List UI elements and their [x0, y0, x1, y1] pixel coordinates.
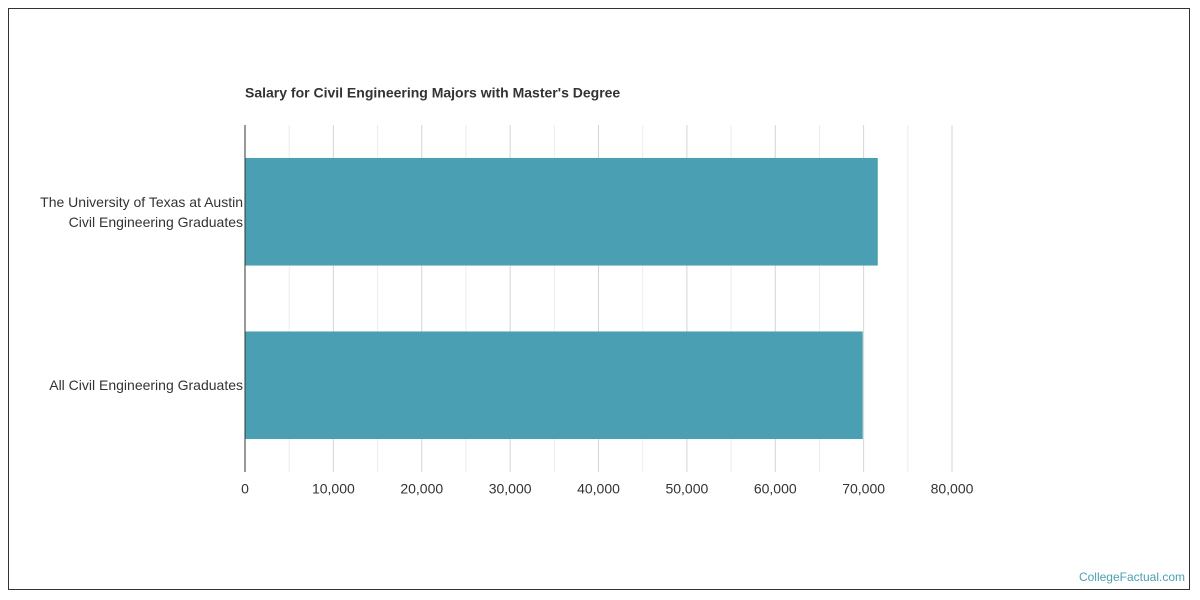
x-tick-label: 20,000 [400, 481, 443, 497]
x-tick-label: 0 [241, 481, 249, 497]
bar [245, 331, 863, 440]
frame [8, 8, 1190, 590]
x-tick-label: 30,000 [489, 481, 532, 497]
x-tick-label: 10,000 [312, 481, 355, 497]
x-tick-label: 70,000 [842, 481, 885, 497]
x-tick-label: 50,000 [665, 481, 708, 497]
x-tick-label: 80,000 [931, 481, 974, 497]
y-tick-label: All Civil Engineering Graduates [49, 377, 243, 394]
source-link[interactable]: CollegeFactual.com [1078, 570, 1185, 584]
bar [245, 157, 878, 266]
x-tick-label: 40,000 [577, 481, 620, 497]
chart-title: Salary for Civil Engineering Majors with… [245, 85, 620, 101]
y-tick-label: The University of Texas at Austin Civil … [40, 193, 243, 230]
x-tick-label: 60,000 [754, 481, 797, 497]
